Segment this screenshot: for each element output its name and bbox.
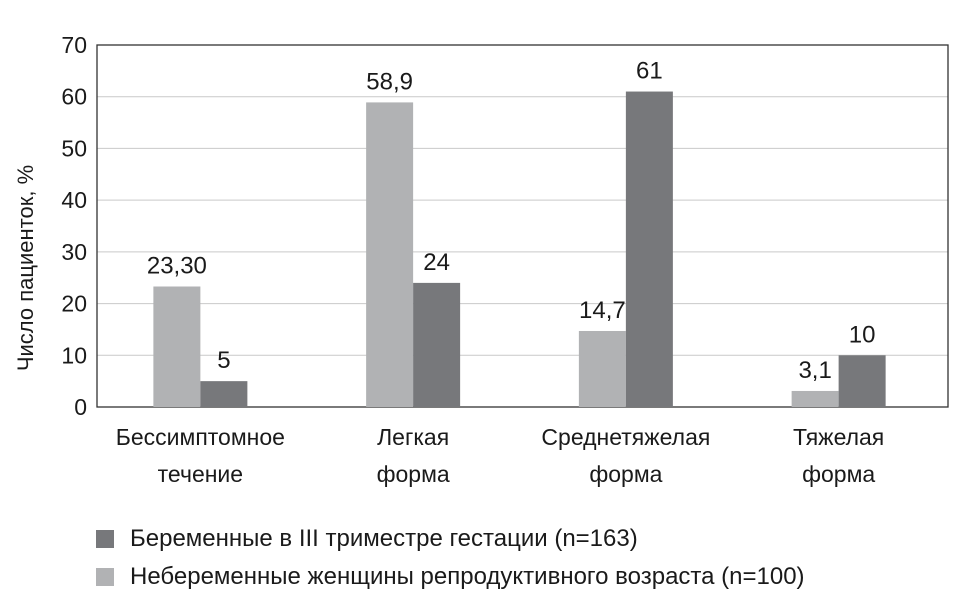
data-label: 3,1 xyxy=(798,357,831,384)
bar xyxy=(200,381,248,407)
bar xyxy=(153,286,201,407)
legend: Беременные в III триместре гестации (n=1… xyxy=(96,520,936,596)
x-tick-label: форма xyxy=(589,461,662,487)
legend-item: Небеременные женщины репродуктивного воз… xyxy=(96,558,936,596)
bar xyxy=(413,282,461,407)
data-label: 23,30 xyxy=(147,253,207,280)
bar xyxy=(838,355,886,407)
data-label: 58,9 xyxy=(366,68,413,95)
x-tick-label: течение xyxy=(158,461,243,487)
data-label: 61 xyxy=(636,58,663,85)
x-tick-label: форма xyxy=(377,461,450,487)
y-tick-label: 70 xyxy=(61,32,87,58)
y-tick-label: 40 xyxy=(61,187,87,213)
data-label: 10 xyxy=(849,321,876,348)
x-tick-label: Легкая xyxy=(377,424,449,450)
y-tick-label: 10 xyxy=(61,342,87,368)
x-tick-label: форма xyxy=(802,461,875,487)
y-axis-title: Число пациенток, % xyxy=(13,165,38,371)
data-label: 24 xyxy=(423,249,450,276)
legend-label: Небеременные женщины репродуктивного воз… xyxy=(130,563,805,590)
chart-area: 0 10 20 30 40 50 60 70 Число пациенток, % 23,30 5 Б… xyxy=(13,32,949,487)
bar xyxy=(791,390,839,407)
y-tick-label: 60 xyxy=(61,84,87,110)
y-tick-label: 20 xyxy=(61,291,87,317)
y-tick-label: 50 xyxy=(61,135,87,161)
y-tick-label: 30 xyxy=(61,239,87,265)
bar xyxy=(578,330,626,407)
x-tick-label: Среднетяжелая xyxy=(541,424,710,450)
legend-swatch xyxy=(96,568,114,586)
legend-label: Беременные в III триместре гестации (n=1… xyxy=(130,525,638,552)
y-tick-label: 0 xyxy=(74,394,87,420)
x-tick-label: Тяжелая xyxy=(793,424,884,450)
plot-frame xyxy=(96,44,949,408)
data-label: 5 xyxy=(217,347,230,374)
data-label: 14,7 xyxy=(579,297,626,324)
legend-swatch xyxy=(96,530,114,548)
bar-chart: 0 10 20 30 40 50 60 70 Число пациенток, % 23,30 5 Б… xyxy=(13,32,949,487)
legend-item: Беременные в III триместре гестации (n=1… xyxy=(96,520,936,558)
bar xyxy=(625,91,673,408)
bar xyxy=(366,102,414,407)
x-tick-label: Бессимптомное xyxy=(116,424,285,450)
